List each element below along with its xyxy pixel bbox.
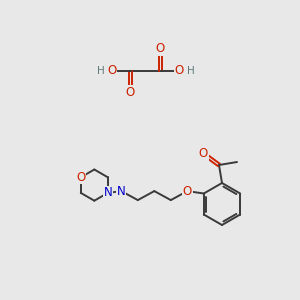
- Text: O: O: [107, 64, 116, 77]
- Text: O: O: [76, 171, 86, 184]
- Text: O: O: [199, 147, 208, 160]
- Text: H: H: [97, 65, 104, 76]
- Text: O: O: [126, 85, 135, 99]
- Text: O: O: [183, 184, 192, 198]
- Text: N: N: [117, 184, 126, 198]
- Text: O: O: [156, 42, 165, 56]
- Text: N: N: [103, 186, 112, 200]
- Text: H: H: [187, 65, 194, 76]
- Text: O: O: [175, 64, 184, 77]
